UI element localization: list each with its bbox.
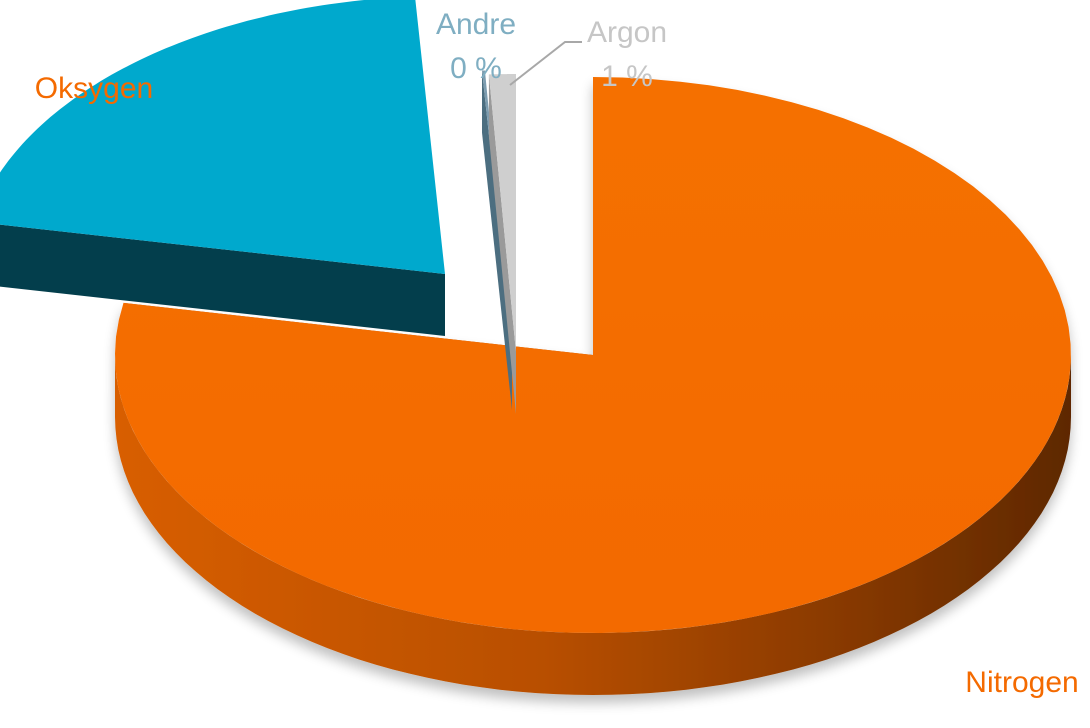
pie-slice-argon	[488, 74, 516, 414]
nitrogen-slice-top	[115, 77, 1071, 633]
label-oksygen: Oksygen	[35, 72, 153, 105]
nitrogen-slice-side	[115, 355, 1071, 695]
pie-slice-oksygen	[0, 0, 445, 336]
label-nitrogen: Nitrogen	[965, 666, 1078, 699]
oksygen-slice-top	[0, 0, 445, 274]
label-andre: Andre	[436, 8, 516, 41]
argon-slice-top	[488, 74, 516, 352]
andre-slice-side	[481, 70, 512, 410]
label-argon: Argon	[587, 16, 667, 49]
label-andre-value: 0 %	[450, 52, 502, 85]
argon-leader-line	[509, 41, 582, 86]
oksygen-slice-inner-wall	[0, 224, 445, 336]
pie-slice-nitrogen	[115, 77, 1071, 695]
argon-slice-side	[488, 74, 516, 414]
label-argon-value: 1 %	[601, 60, 653, 93]
